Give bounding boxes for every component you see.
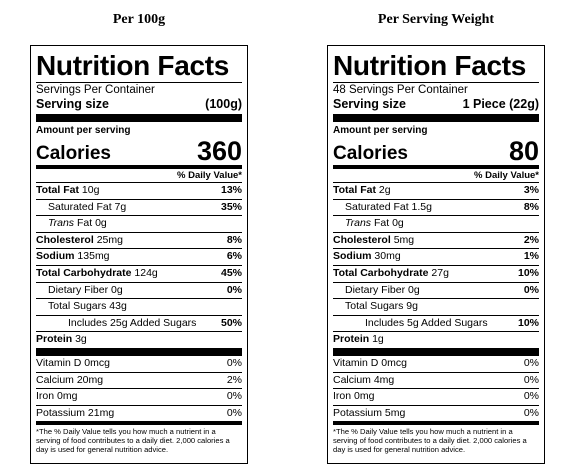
servings-per-container: 48 Servings Per Container (333, 84, 468, 96)
nutrition-label-per-100g: Nutrition Facts Servings Per Container S… (30, 45, 248, 464)
protein-row: Protein 1g (333, 331, 539, 348)
saturated-fat-row: Saturated Fat 1.5g 8% (333, 198, 539, 216)
serving-size-label: Serving size (36, 97, 109, 111)
total-fat-row: Total Fat 2g 3% (333, 182, 539, 199)
medium-divider (36, 165, 242, 169)
trans-fat-row: Trans Fat 0g (333, 215, 539, 232)
calories-value: 80 (508, 136, 539, 166)
medium-divider (333, 165, 539, 169)
nutrition-facts-title: Nutrition Facts (36, 50, 230, 81)
medium-divider (333, 421, 539, 426)
added-sugars-row: Includes 25g Added Sugars 50% (36, 314, 242, 332)
dietary-fiber-row: Dietary Fiber 0g 0% (36, 281, 242, 299)
column-heading-per-100g: Per 100g (112, 12, 166, 27)
vitamin-d-row: Vitamin D 0mcg 0% (36, 356, 242, 369)
calcium-row: Calcium 4mg 0% (333, 371, 539, 389)
cholesterol-row: Cholesterol 25mg 8% (36, 231, 242, 249)
vitamin-d-row: Vitamin D 0mcg 0% (333, 356, 539, 369)
nutrition-facts-title: Nutrition Facts (333, 50, 527, 81)
sodium-row: Sodium 135mg 6% (36, 248, 242, 265)
total-fat-row: Total Fat 10g 13% (36, 182, 242, 199)
potassium-row: Potassium 5mg 0% (333, 404, 539, 422)
calories-label: Calories (36, 143, 111, 164)
serving-size-value: 1 Piece (22g) (462, 97, 539, 111)
calories-value: 360 (196, 136, 242, 166)
thick-divider (333, 347, 539, 356)
calories-label: Calories (333, 143, 408, 164)
total-sugars-row: Total Sugars 9g (333, 298, 539, 315)
protein-row: Protein 3g (36, 331, 242, 348)
iron-row: Iron 0mg 0% (36, 388, 242, 405)
daily-value-footnote: *The % Daily Value tells you how much a … (333, 427, 527, 455)
calories-row: Calories 80 (333, 137, 539, 165)
dietary-fiber-row: Dietary Fiber 0g 0% (333, 281, 539, 299)
medium-divider (36, 421, 242, 426)
serving-size: Serving size (100g) (36, 97, 242, 112)
cholesterol-row: Cholesterol 5mg 2% (333, 231, 539, 249)
daily-value-footnote: *The % Daily Value tells you how much a … (36, 427, 230, 455)
serving-size-value: (100g) (205, 97, 242, 111)
added-sugars-row: Includes 5g Added Sugars 10% (333, 314, 539, 332)
daily-value-header: % Daily Value* (474, 170, 539, 181)
sodium-row: Sodium 30mg 1% (333, 248, 539, 265)
calories-row: Calories 360 (36, 137, 242, 165)
total-carbohydrate-row: Total Carbohydrate 27g 10% (333, 264, 539, 282)
total-sugars-row: Total Sugars 43g (36, 298, 242, 315)
amount-per-serving: Amount per serving (333, 125, 428, 136)
potassium-row: Potassium 21mg 0% (36, 404, 242, 422)
thick-divider (333, 114, 539, 122)
amount-per-serving: Amount per serving (36, 125, 131, 136)
total-carbohydrate-row: Total Carbohydrate 124g 45% (36, 264, 242, 282)
trans-fat-row: Trans Fat 0g (36, 215, 242, 232)
nutrition-label-per-serving: Nutrition Facts 48 Servings Per Containe… (327, 45, 545, 464)
column-heading-per-serving: Per Serving Weight (377, 12, 495, 27)
serving-size-label: Serving size (333, 97, 406, 111)
daily-value-header: % Daily Value* (177, 170, 242, 181)
thick-divider (36, 347, 242, 356)
iron-row: Iron 0mg 0% (333, 388, 539, 405)
saturated-fat-row: Saturated Fat 7g 35% (36, 198, 242, 216)
thick-divider (36, 114, 242, 122)
servings-per-container: Servings Per Container (36, 84, 155, 96)
serving-size: Serving size 1 Piece (22g) (333, 97, 539, 112)
calcium-row: Calcium 20mg 2% (36, 371, 242, 389)
